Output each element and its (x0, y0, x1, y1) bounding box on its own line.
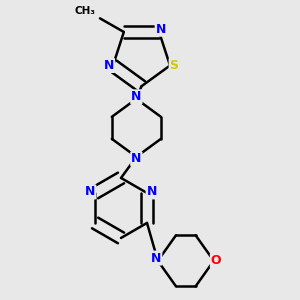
Text: S: S (169, 59, 178, 72)
Text: N: N (104, 59, 114, 72)
Text: N: N (131, 90, 142, 103)
Text: N: N (151, 252, 161, 265)
Text: N: N (85, 185, 95, 198)
Text: N: N (131, 152, 142, 165)
Text: O: O (211, 254, 221, 267)
Text: CH₃: CH₃ (75, 6, 96, 16)
Text: N: N (147, 185, 157, 198)
Text: N: N (156, 23, 166, 36)
